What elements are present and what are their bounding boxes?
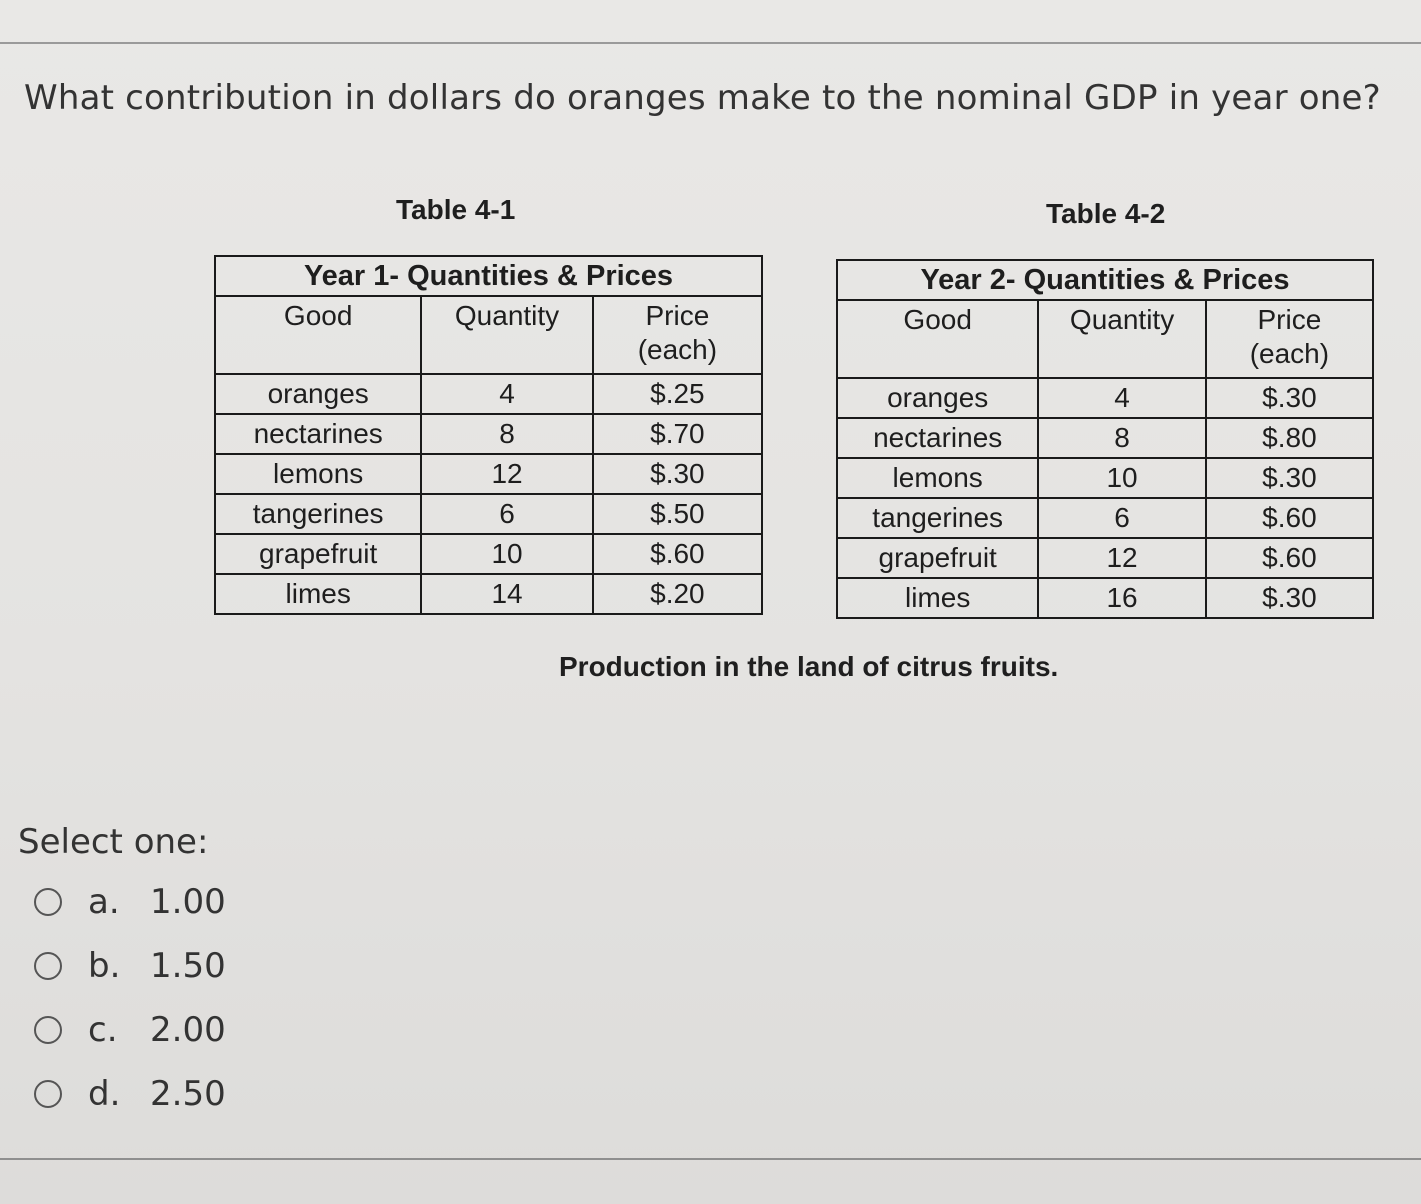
table-title: Year 2- Quantities & Prices xyxy=(836,259,1374,301)
column-header-quantity: Quantity xyxy=(420,295,594,375)
table-4-2-caption: Table 4-2 xyxy=(1046,198,1166,229)
good-cell: oranges xyxy=(835,377,1040,419)
table-row: grapefruit 12 $.60 xyxy=(835,537,1375,579)
radio-button[interactable] xyxy=(34,952,62,980)
good-cell: tangerines xyxy=(213,493,423,535)
good-cell: grapefruit xyxy=(213,533,423,575)
table-row: lemons 10 $.30 xyxy=(835,457,1375,499)
table-row: lemons 12 $.30 xyxy=(213,453,764,495)
quantity-cell: 12 xyxy=(1037,537,1207,579)
table-title: Year 1- Quantities & Prices xyxy=(214,255,763,297)
price-cell: $.70 xyxy=(591,413,764,455)
answer-option-a[interactable]: a. 1.00 xyxy=(34,880,226,924)
table-row: oranges 4 $.25 xyxy=(213,373,764,415)
price-cell: $.20 xyxy=(591,573,764,615)
quantity-cell: 4 xyxy=(420,373,594,415)
column-header-good: Good xyxy=(213,295,423,375)
column-header-good: Good xyxy=(835,299,1040,379)
price-cell: $.30 xyxy=(1204,577,1375,619)
column-header-price: Price (each) xyxy=(591,295,764,375)
price-cell: $.30 xyxy=(1204,457,1375,499)
good-cell: tangerines xyxy=(835,497,1040,539)
quantity-cell: 10 xyxy=(1037,457,1207,499)
answer-option-b[interactable]: b. 1.50 xyxy=(34,944,226,988)
year-1-table: Year 1- Quantities & Prices Good Quantit… xyxy=(213,255,764,615)
option-value: 1.50 xyxy=(150,946,226,986)
good-cell: limes xyxy=(835,577,1040,619)
price-cell: $.25 xyxy=(591,373,764,415)
column-header-quantity: Quantity xyxy=(1037,299,1207,379)
price-cell: $.30 xyxy=(591,453,764,495)
quantity-cell: 4 xyxy=(1037,377,1207,419)
good-cell: limes xyxy=(213,573,423,615)
top-divider xyxy=(0,42,1421,44)
table-row: nectarines 8 $.80 xyxy=(835,417,1375,459)
select-one-label: Select one: xyxy=(18,822,209,862)
option-letter: a. xyxy=(88,882,120,922)
good-cell: nectarines xyxy=(213,413,423,455)
good-cell: lemons xyxy=(213,453,423,495)
radio-button[interactable] xyxy=(34,888,62,916)
quantity-cell: 10 xyxy=(420,533,594,575)
price-cell: $.60 xyxy=(1204,537,1375,579)
radio-button[interactable] xyxy=(34,1080,62,1108)
price-cell: $.60 xyxy=(1204,497,1375,539)
price-cell: $.80 xyxy=(1204,417,1375,459)
option-letter: d. xyxy=(88,1074,121,1114)
production-caption: Production in the land of citrus fruits. xyxy=(559,651,1059,682)
option-letter: b. xyxy=(88,946,121,986)
table-row: limes 16 $.30 xyxy=(835,577,1375,619)
bottom-divider xyxy=(0,1158,1421,1160)
good-cell: grapefruit xyxy=(835,537,1040,579)
table-row: oranges 4 $.30 xyxy=(835,377,1375,419)
quantity-cell: 14 xyxy=(420,573,594,615)
quantity-cell: 6 xyxy=(1037,497,1207,539)
price-cell: $.30 xyxy=(1204,377,1375,419)
question-text: What contribution in dollars do oranges … xyxy=(24,78,1381,118)
table-row: nectarines 8 $.70 xyxy=(213,413,764,455)
answer-option-d[interactable]: d. 2.50 xyxy=(34,1072,226,1116)
table-row: grapefruit 10 $.60 xyxy=(213,533,764,575)
good-cell: nectarines xyxy=(835,417,1040,459)
year-2-table: Year 2- Quantities & Prices Good Quantit… xyxy=(835,259,1375,619)
quantity-cell: 8 xyxy=(1037,417,1207,459)
option-value: 2.00 xyxy=(150,1010,226,1050)
quantity-cell: 12 xyxy=(420,453,594,495)
radio-button[interactable] xyxy=(34,1016,62,1044)
option-value: 1.00 xyxy=(150,882,226,922)
good-cell: lemons xyxy=(835,457,1040,499)
table-row: limes 14 $.20 xyxy=(213,573,764,615)
table-row: tangerines 6 $.50 xyxy=(213,493,764,535)
answer-option-c[interactable]: c. 2.00 xyxy=(34,1008,226,1052)
option-value: 2.50 xyxy=(150,1074,226,1114)
option-letter: c. xyxy=(88,1010,118,1050)
quantity-cell: 6 xyxy=(420,493,594,535)
column-header-price: Price (each) xyxy=(1204,299,1375,379)
table-row: tangerines 6 $.60 xyxy=(835,497,1375,539)
table-4-1-caption: Table 4-1 xyxy=(396,194,516,225)
price-cell: $.60 xyxy=(591,533,764,575)
quantity-cell: 16 xyxy=(1037,577,1207,619)
good-cell: oranges xyxy=(213,373,423,415)
quantity-cell: 8 xyxy=(420,413,594,455)
price-cell: $.50 xyxy=(591,493,764,535)
